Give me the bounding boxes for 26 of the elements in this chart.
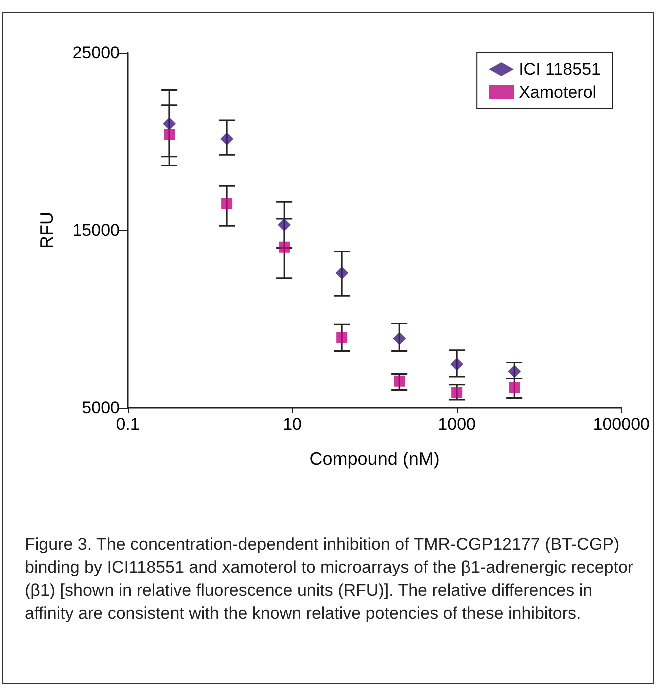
x-tick-label: 0.1 [116,415,140,434]
x-tick-label: 100000 [593,415,650,434]
y-tick-label: 25000 [72,44,120,62]
point [163,118,176,130]
point [508,365,522,378]
y-tick-label: 15000 [72,221,120,240]
x-tick-label: 1000 [438,415,476,434]
point [450,358,464,372]
point [336,332,348,344]
point [336,266,349,280]
point [164,129,176,140]
y-tick-label: 5000 [82,398,120,418]
point [452,387,463,398]
legend-label: Xamoterol [519,83,597,102]
point [509,382,520,394]
x-tick-label: 10 [283,415,302,434]
point [220,132,234,146]
y-axis-title: RFU [37,212,57,249]
point [394,376,406,387]
point [222,198,233,210]
point [278,218,292,232]
point [279,242,290,253]
legend-label: ICI 118551 [519,60,602,79]
x-axis-title: Compound (nM) [310,449,440,469]
caption: Figure 3. The concentration-dependent inhibition of TMR-CGP12177 (BT-CGP) binding by ICI118551 and xamoterol to microarrays of the β1-adrenergic receptor (β1) [shown in relative fluorescence units (RFU)]. The relative differences in affinity are consistent with the known relative potencies of these inhibitors. [25,534,635,625]
point [393,332,406,346]
